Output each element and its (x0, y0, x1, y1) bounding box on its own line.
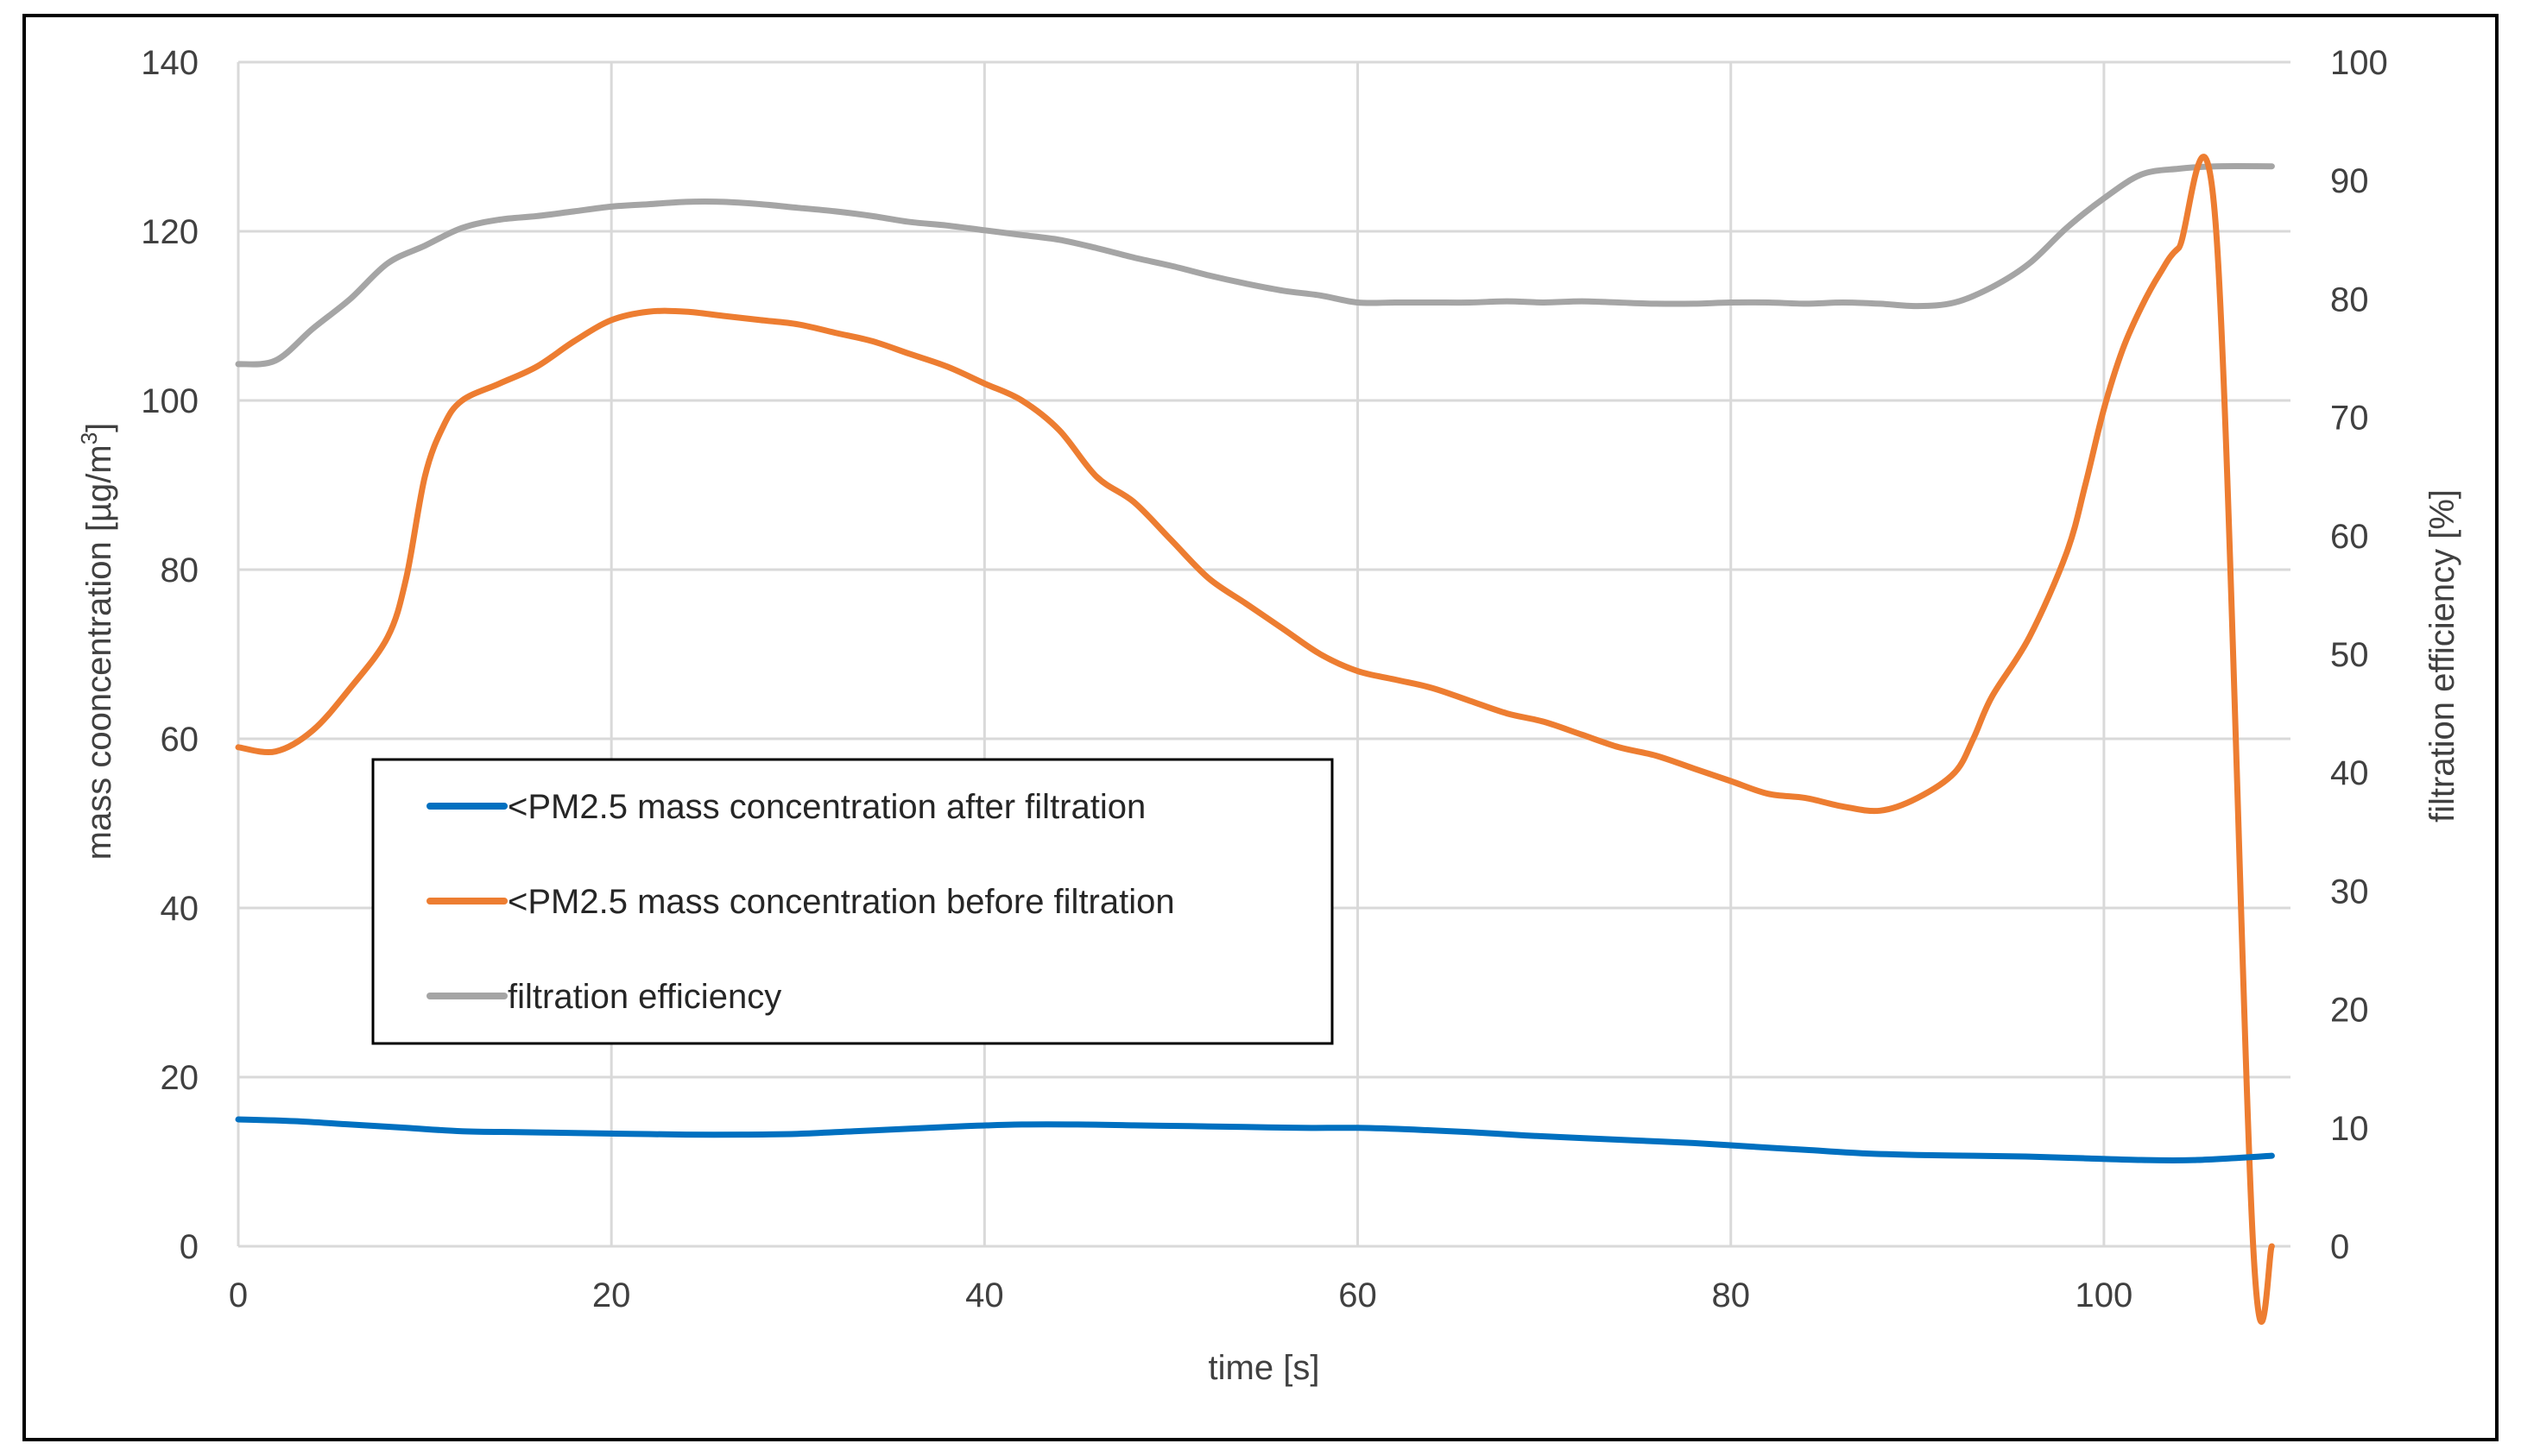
x-tick-label: 20 (592, 1276, 631, 1314)
series-line-filtration-efficiency (235, 163, 2275, 368)
x-tick-label: 0 (229, 1276, 248, 1314)
y-axis-title-main: mass cooncentration [µg/m (80, 444, 118, 860)
series-line-after-filtration (235, 1116, 2275, 1164)
y2-tick-label: 60 (2330, 518, 2369, 556)
y-tick-label: 140 (141, 44, 199, 82)
y2-tick-label: 40 (2330, 754, 2369, 792)
y2-tick-label: 70 (2330, 400, 2369, 438)
y-axis-title-superscript: 3 (76, 432, 102, 444)
chart-border (22, 14, 2499, 1441)
y-tick-label: 0 (180, 1228, 199, 1266)
legend-box (371, 758, 1334, 1045)
y2-axis-title: filtration efficiency [%] (2423, 489, 2461, 823)
x-tick-label: 100 (2076, 1276, 2133, 1314)
y2-tick-label: 30 (2330, 873, 2369, 911)
legend-label-after: <PM2.5 mass concentration after filtrati… (508, 788, 1146, 826)
legend: <PM2.5 mass concentration after filtrati… (371, 758, 1334, 1045)
y2-tick-label: 10 (2330, 1110, 2369, 1148)
series-line-before-filtration (235, 154, 2275, 1325)
y2-tick-label: 100 (2330, 44, 2388, 82)
x-tick-label: 60 (1338, 1276, 1377, 1314)
y2-tick-label: 0 (2330, 1228, 2349, 1266)
y-tick-label: 60 (161, 721, 199, 759)
y2-axis-ticks: 0 10 20 30 40 50 60 70 80 90 100 (2330, 44, 2388, 1266)
y-tick-label: 40 (161, 890, 199, 928)
y-axis-title-close: ] (80, 423, 118, 432)
y-axis-title: mass cooncentration [µg/m3] (76, 423, 118, 860)
x-axis-ticks: 0 20 40 60 80 100 (229, 1276, 2132, 1314)
legend-label-before: <PM2.5 mass concentration before filtrat… (508, 883, 1175, 921)
y2-tick-label: 90 (2330, 162, 2369, 200)
legend-label-efficiency: filtration efficiency (508, 978, 781, 1016)
y2-tick-label: 20 (2330, 992, 2369, 1030)
x-axis-title: time [s] (1209, 1349, 1320, 1387)
y2-tick-label: 50 (2330, 636, 2369, 674)
y-tick-label: 20 (161, 1059, 199, 1097)
x-tick-label: 40 (965, 1276, 1004, 1314)
y-tick-label: 120 (141, 213, 199, 251)
y-tick-label: 100 (141, 382, 199, 420)
y-tick-label: 80 (161, 552, 199, 589)
y-axis-ticks: 0 20 40 60 80 100 120 140 (141, 44, 199, 1266)
gridlines (237, 60, 2290, 1248)
y2-tick-label: 80 (2330, 280, 2369, 318)
x-tick-label: 80 (1711, 1276, 1750, 1314)
series-layer (235, 154, 2275, 1325)
